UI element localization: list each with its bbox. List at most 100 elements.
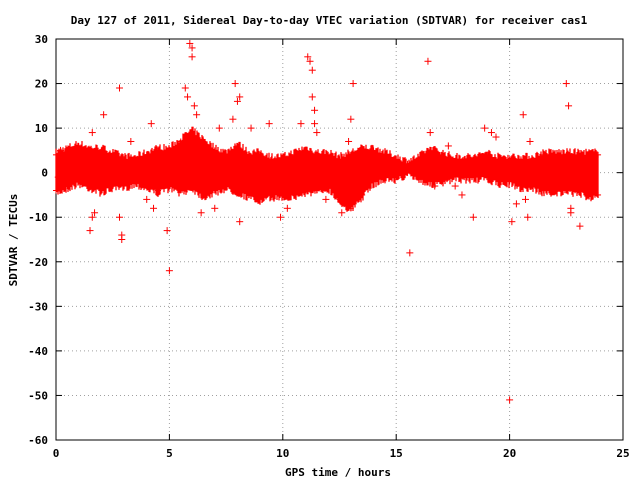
band-edge-point xyxy=(370,178,377,185)
band-edge-point xyxy=(177,138,184,145)
band-edge-point xyxy=(517,183,524,190)
data-point xyxy=(116,84,124,92)
data-point xyxy=(297,120,305,128)
data-point xyxy=(181,84,189,92)
data-point xyxy=(313,129,321,137)
band-edge-point xyxy=(381,151,388,158)
band-edge-point xyxy=(87,183,94,190)
band-edge-point xyxy=(347,151,354,158)
data-point xyxy=(492,133,500,141)
band-edge-point xyxy=(279,191,286,198)
band-edge-point xyxy=(393,156,400,163)
band-edge-point xyxy=(563,187,570,194)
band-edge-point xyxy=(64,147,71,154)
band-edge-point xyxy=(472,156,479,163)
data-point xyxy=(100,111,108,119)
data-points xyxy=(54,39,593,404)
data-point xyxy=(444,142,452,150)
band-edge-point xyxy=(313,187,320,194)
band-edge-point xyxy=(427,147,434,154)
data-point xyxy=(567,209,575,217)
band-edge-point xyxy=(268,156,275,163)
band-edge-point xyxy=(370,147,377,154)
data-point xyxy=(578,160,586,168)
band-edge-point xyxy=(472,174,479,181)
band-edge-point xyxy=(381,174,388,181)
band-edge-point xyxy=(143,151,150,158)
data-point xyxy=(188,53,196,61)
band-edge-point xyxy=(211,147,218,154)
data-point xyxy=(193,111,201,119)
data-point xyxy=(163,227,171,235)
band-edge-point xyxy=(393,174,400,181)
data-point xyxy=(347,115,355,123)
x-tick-label: 0 xyxy=(53,447,60,460)
data-point xyxy=(521,195,529,203)
band-edge-point xyxy=(404,160,411,167)
band-edge-point xyxy=(245,151,252,158)
band-edge-point xyxy=(234,187,241,194)
band-edge-point xyxy=(245,191,252,198)
band-edge-point xyxy=(483,174,490,181)
band-edge-point xyxy=(325,151,332,158)
x-tick-label: 20 xyxy=(503,447,516,460)
band-edge-point xyxy=(427,178,434,185)
data-point xyxy=(229,115,237,123)
data-point xyxy=(526,137,534,145)
data-point xyxy=(585,186,593,194)
data-point xyxy=(165,267,173,275)
band-edge-point xyxy=(574,187,581,194)
band-edge-point xyxy=(75,178,82,185)
data-point xyxy=(233,97,241,105)
data-point xyxy=(338,209,346,217)
band-edge-point xyxy=(291,151,298,158)
data-band xyxy=(53,126,602,212)
band-edge-point xyxy=(189,129,196,136)
band-edge-point xyxy=(132,156,139,163)
band-edge-point xyxy=(143,183,150,190)
chart-title: Day 127 of 2011, Sidereal Day-to-day VTE… xyxy=(71,14,588,27)
band-edge-point xyxy=(189,183,196,190)
data-point xyxy=(458,191,466,199)
band-edge-point xyxy=(53,151,59,158)
data-point xyxy=(127,137,135,145)
data-point xyxy=(215,124,223,132)
band-edge-point xyxy=(268,191,275,198)
data-point xyxy=(186,39,194,47)
data-point xyxy=(86,227,94,235)
band-edge-point xyxy=(325,183,332,190)
band-edge-point xyxy=(257,196,264,203)
band-edge-point xyxy=(155,187,162,194)
band-edge-point xyxy=(109,183,116,190)
data-point xyxy=(431,182,439,190)
data-point xyxy=(190,102,198,110)
data-point xyxy=(247,124,255,132)
band-edge-point xyxy=(98,187,105,194)
data-point xyxy=(88,129,96,137)
band-edge-point xyxy=(438,178,445,185)
band-edge-point xyxy=(595,151,602,158)
data-point xyxy=(512,200,520,208)
data-point xyxy=(524,213,532,221)
data-point xyxy=(322,195,330,203)
band-edge-point xyxy=(121,156,128,163)
y-axis-label: SDTVAR / TECUs xyxy=(7,194,20,287)
data-point xyxy=(143,195,151,203)
y-tick-label: -30 xyxy=(28,300,48,313)
band-edge-point xyxy=(53,187,59,194)
data-point xyxy=(236,93,244,101)
plot-frame xyxy=(55,38,624,441)
band-edge-point xyxy=(359,191,366,198)
band-edge-point xyxy=(302,187,309,194)
x-tick-label: 25 xyxy=(616,447,629,460)
data-point xyxy=(54,173,62,181)
data-point xyxy=(406,249,414,257)
data-point xyxy=(469,213,477,221)
y-tick-label: 20 xyxy=(35,78,48,91)
data-point xyxy=(481,124,489,132)
band-edge-point xyxy=(98,147,105,154)
y-tick-label: 0 xyxy=(41,167,48,180)
y-tick-label: -50 xyxy=(28,389,48,402)
band-edge-point xyxy=(234,142,241,149)
